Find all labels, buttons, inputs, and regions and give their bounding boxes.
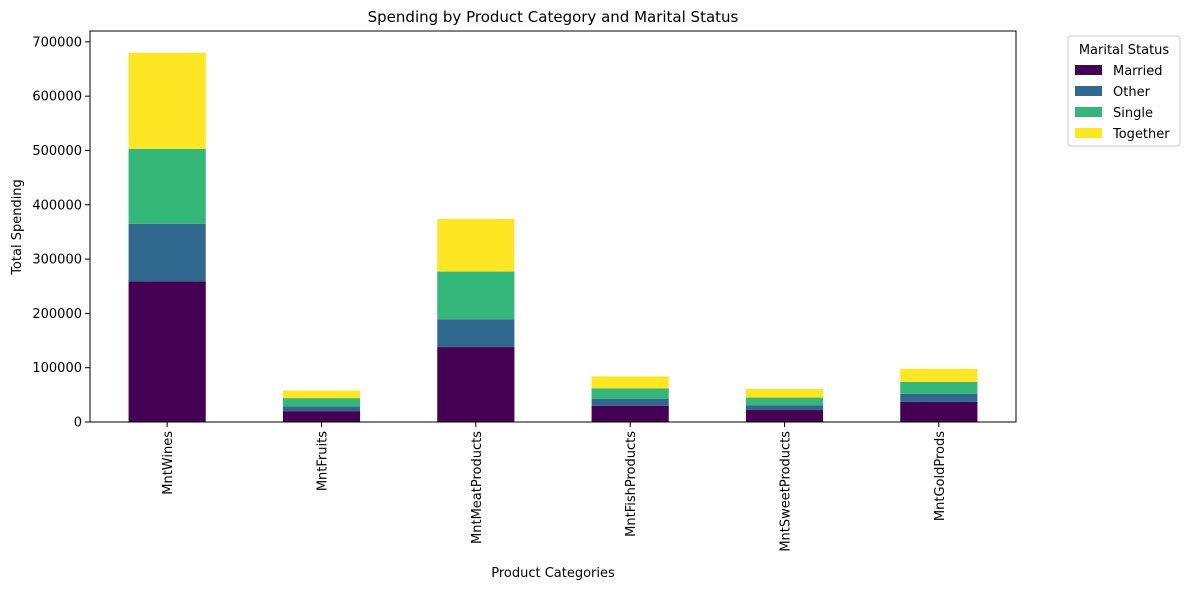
legend-title: Marital Status (1079, 43, 1170, 58)
bar-together-mntsweetproducts (745, 388, 824, 398)
legend-label-single: Single (1113, 106, 1153, 121)
bar-single-mntmeatproducts (437, 271, 515, 320)
plot-frame (89, 30, 1017, 423)
y-tick-label: 500000 (32, 144, 82, 159)
bar-married-mntwines (128, 281, 206, 422)
x-tick-label-mntfishproducts: MntFishProducts (624, 431, 639, 537)
y-tick-label: 700000 (32, 35, 82, 50)
bar-married-mntgoldprods (900, 401, 978, 422)
bar-married-mntfishproducts (591, 405, 669, 422)
legend-swatch-other (1075, 86, 1102, 96)
bar-single-mntfruits (282, 398, 361, 407)
y-tick-label: 200000 (32, 307, 82, 322)
bar-single-mntfishproducts (591, 388, 669, 399)
y-tick-label: 0 (74, 416, 82, 431)
bar-single-mntsweetproducts (745, 397, 824, 406)
bar-other-mntgoldprods (900, 393, 978, 402)
bar-together-mntfishproducts (591, 376, 669, 389)
legend: Marital Status Married Other Single Togethe… (1067, 35, 1181, 147)
y-tick-label: 400000 (32, 198, 82, 213)
x-axis-label: Product Categories (491, 566, 615, 581)
bar-other-mntfruits (282, 406, 361, 412)
x-tick-label-mntfruits: MntFruits (316, 431, 331, 491)
legend-swatch-married (1075, 65, 1102, 75)
bar-together-mntfruits (282, 390, 361, 399)
bars (128, 52, 978, 422)
x-axis: MntWines MntFruits MntMeatProducts MntFishP… (161, 422, 948, 552)
y-tick-label: 100000 (32, 361, 82, 376)
bar-other-mntmeatproducts (437, 319, 515, 348)
legend-items: Married Other Single Together (1075, 64, 1170, 142)
chart-title: Spending by Product Category and Marital… (368, 8, 739, 26)
legend-swatch-single (1075, 107, 1102, 117)
legend-frame (1067, 35, 1181, 147)
bar-together-mntwines (128, 52, 206, 149)
bar-together-mntmeatproducts (437, 218, 515, 272)
bar-married-mntfruits (282, 411, 361, 422)
x-tick-label-mntwines: MntWines (161, 431, 176, 495)
bar-single-mntwines (128, 148, 206, 224)
bar-other-mntfishproducts (591, 398, 669, 406)
legend-label-other: Other (1113, 85, 1151, 100)
y-tick-label: 300000 (32, 253, 82, 268)
bar-married-mntmeatproducts (437, 347, 515, 422)
bar-other-mntsweetproducts (745, 405, 824, 411)
legend-label-together: Together (1112, 127, 1170, 142)
y-tick-label: 600000 (32, 90, 82, 105)
bar-other-mntwines (128, 223, 206, 282)
x-tick-label-mntgoldprods: MntGoldProds (933, 431, 948, 521)
x-tick-label-mntmeatproducts: MntMeatProducts (470, 431, 485, 544)
legend-label-married: Married (1113, 64, 1163, 79)
bar-together-mntgoldprods (900, 368, 978, 382)
bar-married-mntsweetproducts (745, 410, 824, 422)
bar-single-mntgoldprods (900, 381, 978, 394)
x-tick-label-mntsweetproducts: MntSweetProducts (779, 431, 794, 552)
legend-swatch-together (1075, 128, 1102, 138)
y-axis: 0 100000 200000 300000 400000 500000 600000 700… (32, 35, 90, 431)
y-axis-label: Total Spending (10, 179, 25, 276)
